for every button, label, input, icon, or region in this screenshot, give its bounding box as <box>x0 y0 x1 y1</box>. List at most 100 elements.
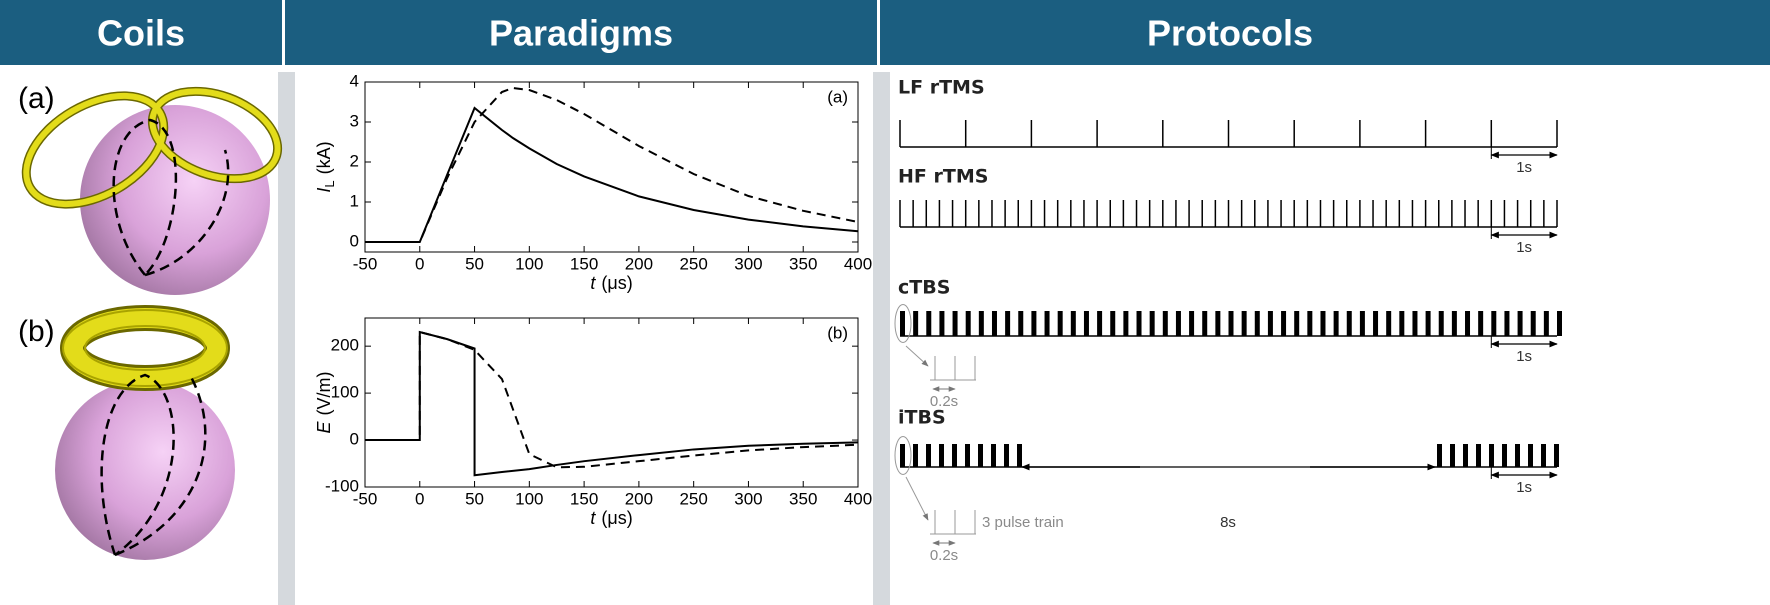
burst <box>1202 311 1207 336</box>
x-tick-label: 0 <box>415 489 424 508</box>
burst <box>1045 311 1050 336</box>
burst <box>1439 311 1444 336</box>
x-axis-label: t(μs) <box>590 273 632 293</box>
burst <box>1476 444 1481 467</box>
x-tick-label: 50 <box>465 489 484 508</box>
burst <box>1097 311 1102 336</box>
burst <box>965 444 970 467</box>
plot-frame <box>365 82 858 252</box>
protocol-label: cTBS <box>898 277 950 299</box>
protocol-label: LF rTMS <box>898 77 985 99</box>
burst <box>1515 444 1520 467</box>
x-tick-label: 0 <box>415 254 424 273</box>
burst <box>1531 311 1536 336</box>
burst <box>913 311 918 336</box>
x-axis-unit: (μs) <box>601 273 632 293</box>
burst <box>953 311 958 336</box>
y-axis-unit: (kA) <box>314 141 334 174</box>
x-tick-label: 50 <box>465 254 484 273</box>
burst <box>1242 311 1247 336</box>
separator-strip <box>873 72 890 605</box>
y-tick-label: 1 <box>350 191 359 210</box>
burst <box>900 311 905 336</box>
burst <box>1071 311 1076 336</box>
y-tick-label: 0 <box>350 231 359 250</box>
y-tick-label: 4 <box>350 71 359 90</box>
burst <box>1334 311 1339 336</box>
scale-label: 1s <box>1516 239 1532 256</box>
y-tick-label: 3 <box>350 111 359 130</box>
burst <box>1465 311 1470 336</box>
y-tick-label: 0 <box>350 430 359 449</box>
burst <box>1544 311 1549 336</box>
x-tick-label: 350 <box>789 489 817 508</box>
burst <box>1004 444 1009 467</box>
x-tick-label: 200 <box>625 489 653 508</box>
burst <box>1554 444 1559 467</box>
y-axis-unit: (V/m) <box>314 371 334 415</box>
burst <box>1557 311 1562 336</box>
protocols: LF rTMS1sHF rTMS1scTBS1siTBS1s8s3 pulse … <box>895 77 1562 564</box>
burst <box>1307 311 1312 336</box>
chart-annotation: (a) <box>827 87 848 106</box>
burst <box>1426 311 1431 336</box>
burst <box>1463 444 1468 467</box>
burst <box>978 444 983 467</box>
train-label: 3 pulse train <box>982 514 1064 531</box>
burst <box>1018 311 1023 336</box>
x-tick-label: -50 <box>353 254 378 273</box>
gap-label: 8s <box>1220 514 1236 531</box>
burst <box>1412 311 1417 336</box>
scale-label: 1s <box>1516 159 1532 176</box>
y-axis-symbol: E <box>314 421 334 434</box>
zoom-label: 0.2s <box>930 547 958 564</box>
zoom-pulses <box>930 510 976 534</box>
burst <box>1137 311 1142 336</box>
burst <box>1255 311 1260 336</box>
plot-frame <box>365 318 858 487</box>
burst <box>1084 311 1089 336</box>
burst <box>1360 311 1365 336</box>
burst <box>1489 444 1494 467</box>
header-title: Coils <box>97 13 185 54</box>
burst <box>1058 311 1063 336</box>
x-tick-label: 250 <box>679 489 707 508</box>
burst <box>926 311 931 336</box>
burst <box>1452 311 1457 336</box>
x-tick-label: 100 <box>515 254 543 273</box>
burst <box>939 311 944 336</box>
burst <box>1478 311 1483 336</box>
burst <box>966 311 971 336</box>
burst <box>1229 311 1234 336</box>
x-tick-label: 400 <box>844 254 872 273</box>
header-title: Protocols <box>1147 13 1313 54</box>
burst <box>1176 311 1181 336</box>
burst <box>1110 311 1115 336</box>
burst <box>913 444 918 467</box>
x-tick-label: 300 <box>734 254 762 273</box>
burst <box>1528 444 1533 467</box>
burst <box>1215 311 1220 336</box>
y-tick-label: 100 <box>331 383 359 402</box>
burst <box>1399 311 1404 336</box>
burst <box>1518 311 1523 336</box>
burst <box>952 444 957 467</box>
burst <box>1150 311 1155 336</box>
burst <box>1123 311 1128 336</box>
x-tick-label: 400 <box>844 489 872 508</box>
y-tick-label: 200 <box>331 336 359 355</box>
burst <box>1189 311 1194 336</box>
burst <box>1541 444 1546 467</box>
burst <box>1491 311 1496 336</box>
burst <box>1504 311 1509 336</box>
burst <box>1386 311 1391 336</box>
y-axis-label: IL(kA) <box>314 141 338 192</box>
burst <box>1281 311 1286 336</box>
burst <box>939 444 944 467</box>
x-tick-label: 150 <box>570 254 598 273</box>
header-title: Paradigms <box>489 13 673 54</box>
x-axis-label: t(μs) <box>590 508 632 528</box>
panel-label: (b) <box>18 315 55 348</box>
burst <box>1450 444 1455 467</box>
burst <box>992 311 997 336</box>
